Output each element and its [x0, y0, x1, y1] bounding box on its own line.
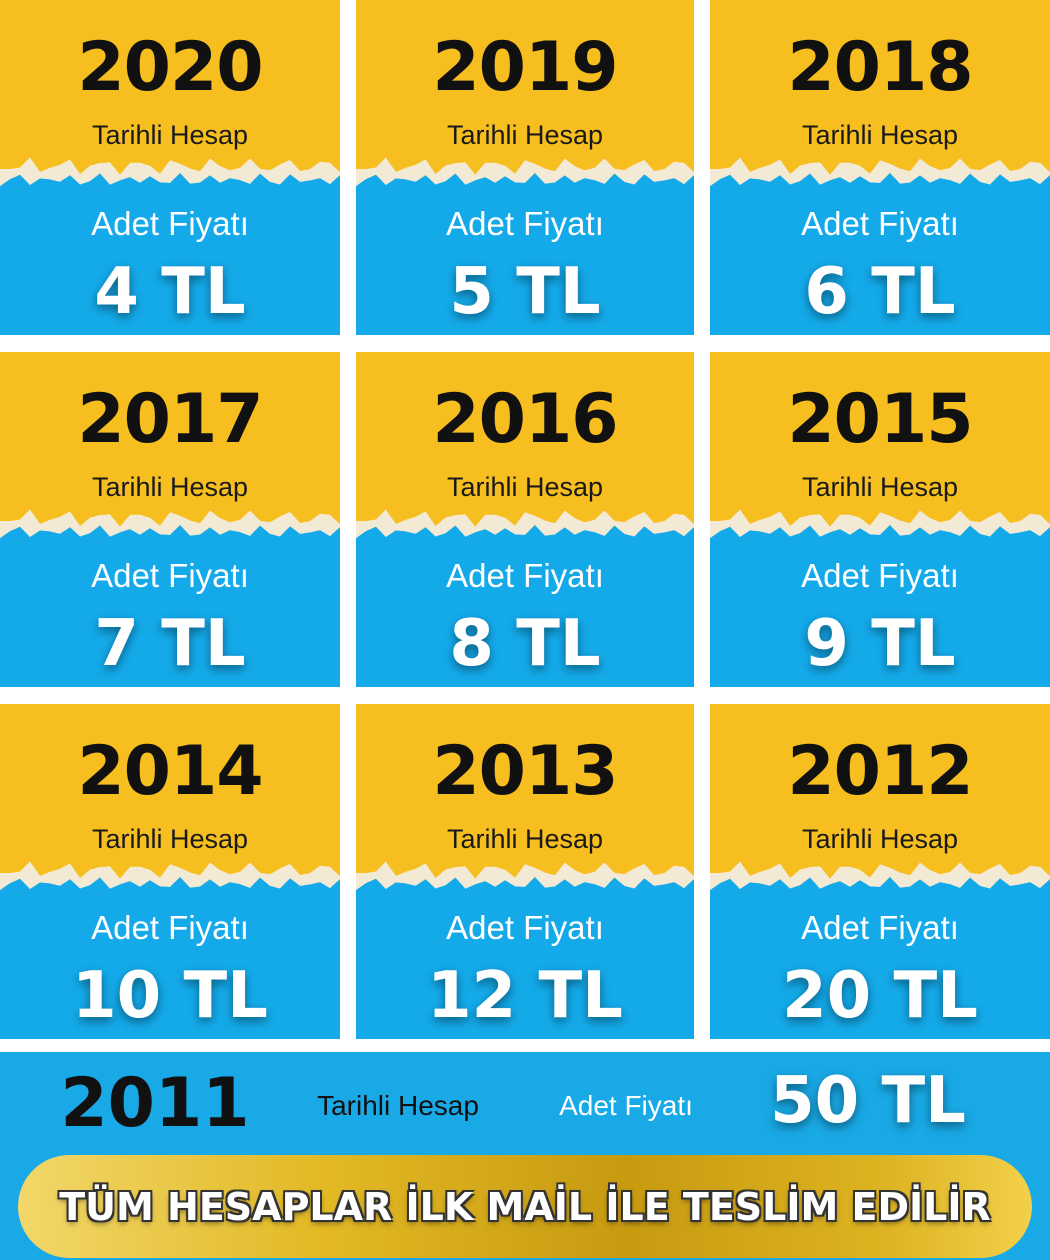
card-price: 6 TL: [804, 255, 956, 329]
price-card: 2013 Tarihli Hesap Adet Fiyatı 12 TL: [356, 704, 694, 1039]
footer-price: 50 TL: [770, 1064, 966, 1138]
torn-edge: [356, 157, 694, 197]
card-label: Adet Fiyatı: [446, 557, 604, 594]
card-year: 2014: [77, 732, 263, 811]
card-top: [710, 352, 1050, 530]
card-year: 2015: [787, 380, 973, 459]
card-year: 2012: [787, 732, 973, 811]
footer-subtitle: Tarihli Hesap: [317, 1090, 479, 1121]
card-top: [710, 704, 1050, 882]
price-card: 2014 Tarihli Hesap Adet Fiyatı 10 TL: [0, 704, 340, 1039]
card-label: Adet Fiyatı: [446, 909, 604, 946]
card-price: 8 TL: [449, 607, 601, 681]
card-price: 20 TL: [782, 959, 978, 1033]
banner-text: TÜM HESAPLAR İLK MAİL İLE TESLİM EDİLİR: [59, 1184, 991, 1229]
card-subtitle: Tarihli Hesap: [91, 824, 249, 854]
card-label: Adet Fiyatı: [91, 909, 249, 946]
price-card: 2017 Tarihli Hesap Adet Fiyatı 7 TL: [0, 352, 340, 687]
torn-edge: [0, 509, 340, 549]
card-subtitle: Tarihli Hesap: [446, 472, 604, 502]
card-top: [356, 352, 694, 530]
card-top: [356, 704, 694, 882]
card-year: 2017: [77, 380, 263, 459]
card-price: 12 TL: [427, 959, 623, 1033]
card-top: [710, 0, 1050, 178]
card-subtitle: Tarihli Hesap: [801, 472, 959, 502]
card-label: Adet Fiyatı: [91, 205, 249, 242]
card-year: 2013: [432, 732, 618, 811]
card-top: [0, 352, 340, 530]
price-card: 2015 Tarihli Hesap Adet Fiyatı 9 TL: [710, 352, 1050, 687]
card-subtitle: Tarihli Hesap: [801, 120, 959, 150]
card-price: 10 TL: [72, 959, 268, 1033]
card-price: 5 TL: [449, 255, 601, 329]
footer-year: 2011: [60, 1064, 250, 1143]
card-top: [356, 0, 694, 178]
card-label: Adet Fiyatı: [801, 909, 959, 946]
price-card: 2016 Tarihli Hesap Adet Fiyatı 8 TL: [356, 352, 694, 687]
card-year: 2019: [432, 28, 618, 107]
card-label: Adet Fiyatı: [446, 205, 604, 242]
banner: TÜM HESAPLAR İLK MAİL İLE TESLİM EDİLİR: [18, 1155, 1032, 1258]
card-price: 4 TL: [94, 255, 246, 329]
card-label: Adet Fiyatı: [801, 557, 959, 594]
torn-edge: [710, 861, 1050, 901]
torn-edge: [710, 157, 1050, 197]
price-card: 2019 Tarihli Hesap Adet Fiyatı 5 TL: [356, 0, 694, 335]
card-label: Adet Fiyatı: [91, 557, 249, 594]
price-card: 2012 Tarihli Hesap Adet Fiyatı 20 TL: [710, 704, 1050, 1039]
footer-label: Adet Fiyatı: [559, 1090, 693, 1121]
torn-edge: [710, 509, 1050, 549]
card-year: 2018: [787, 28, 973, 107]
card-price: 7 TL: [94, 607, 246, 681]
card-year: 2016: [432, 380, 618, 459]
card-year: 2020: [77, 28, 263, 107]
price-card: 2018 Tarihli Hesap Adet Fiyatı 6 TL: [710, 0, 1050, 335]
card-subtitle: Tarihli Hesap: [801, 824, 959, 854]
card-top: [0, 0, 340, 178]
card-subtitle: Tarihli Hesap: [91, 120, 249, 150]
card-subtitle: Tarihli Hesap: [446, 120, 604, 150]
torn-edge: [0, 861, 340, 901]
torn-edge: [0, 157, 340, 197]
card-top: [0, 704, 340, 882]
card-price: 9 TL: [804, 607, 956, 681]
card-subtitle: Tarihli Hesap: [91, 472, 249, 502]
card-subtitle: Tarihli Hesap: [446, 824, 604, 854]
torn-edge: [356, 509, 694, 549]
price-card: 2020 Tarihli Hesap Adet Fiyatı 4 TL: [0, 0, 340, 335]
torn-edge: [356, 861, 694, 901]
card-label: Adet Fiyatı: [801, 205, 959, 242]
